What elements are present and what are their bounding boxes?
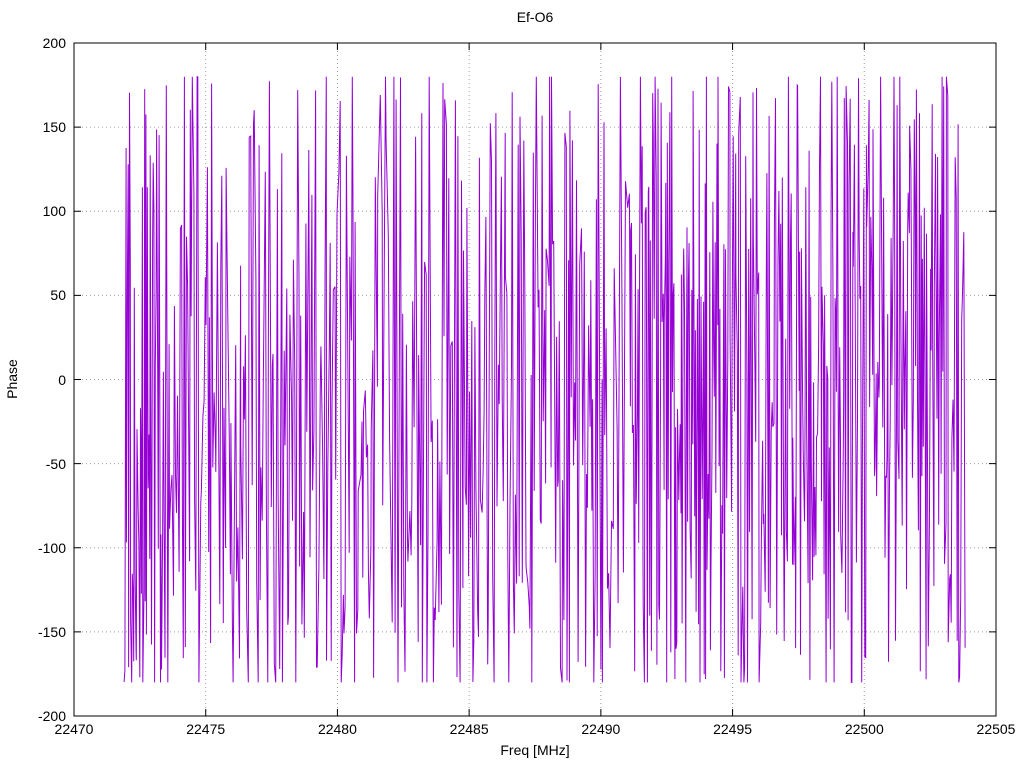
- x-tick-label: 22495: [713, 721, 753, 737]
- x-axis-title: Freq [MHz]: [500, 742, 570, 758]
- y-tick-label: 50: [50, 287, 66, 304]
- x-tick-label: 22485: [449, 721, 489, 737]
- y-tick-label: -50: [45, 455, 66, 472]
- x-tick-label: 22505: [976, 721, 1016, 737]
- y-tick-label: -100: [37, 539, 66, 556]
- x-tick-label: 22490: [581, 721, 621, 737]
- x-tick-label: 22475: [186, 721, 226, 737]
- x-tick-label: 22500: [844, 721, 884, 737]
- y-tick-label: 100: [42, 203, 66, 220]
- phase-data-line: [123, 76, 966, 683]
- chart-title: Ef-O6: [516, 9, 554, 25]
- y-tick-label: -200: [37, 708, 66, 724]
- x-tick-label: 22480: [317, 721, 357, 737]
- y-tick-label: 150: [42, 119, 66, 136]
- y-tick-label: 0: [58, 371, 66, 388]
- y-tick-label: -150: [37, 623, 66, 640]
- x-tick-label: 22470: [54, 721, 94, 737]
- y-tick-label: 200: [42, 35, 66, 51]
